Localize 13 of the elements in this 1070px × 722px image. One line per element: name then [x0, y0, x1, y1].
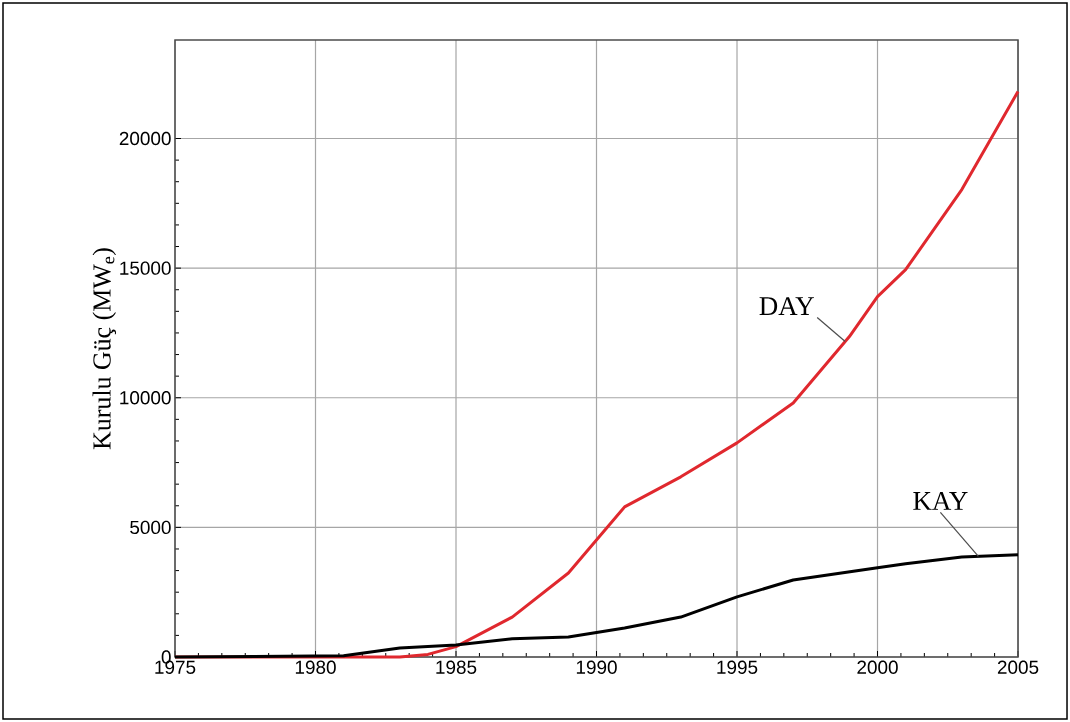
x-tick-label: 1995	[717, 660, 758, 674]
y-tick-label: 10000	[120, 391, 171, 405]
y-tick-label: 5000	[130, 520, 171, 535]
y-tick-label: 15000	[120, 261, 171, 275]
series-label: DAY	[759, 297, 814, 315]
x-tick-label: 1985	[436, 660, 477, 674]
x-tick-label: 2000	[857, 660, 898, 674]
x-tick-label: 1980	[295, 660, 336, 674]
x-tick-label: 1990	[576, 660, 617, 674]
y-tick-label: 20000	[119, 131, 171, 146]
series-label: KAY	[913, 491, 968, 510]
y-axis-title: Kurulu Güç (MW$_{e}$)	[92, 248, 116, 450]
x-tick-label: 2005	[997, 660, 1039, 674]
